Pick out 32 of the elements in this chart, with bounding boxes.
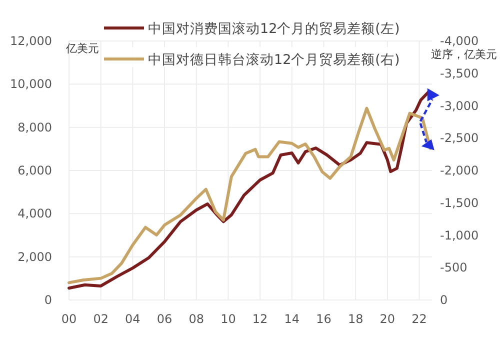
- y2-tick-label: -500: [440, 260, 468, 275]
- y-tick-label: 8,000: [18, 120, 52, 134]
- y2-tick-label: -3,500: [440, 66, 479, 80]
- x-tick-label: 14: [284, 312, 300, 326]
- x-tick-label: 02: [93, 312, 108, 326]
- x-tick-label: 22: [412, 312, 427, 326]
- y-tick-label: 6,000: [18, 164, 52, 178]
- y2-tick-label: -2,500: [440, 131, 479, 146]
- x-tick-label: 16: [316, 312, 332, 326]
- y2-tick-label: -1,500: [440, 196, 479, 210]
- y2-tick-label: 0: [440, 293, 448, 307]
- y-tick-label: 4,000: [18, 206, 52, 221]
- y-tick-label: 2,000: [18, 250, 52, 264]
- x-tick-label: 06: [156, 312, 172, 326]
- y-tick-label: 0: [44, 293, 52, 307]
- x-tick-label: 18: [348, 312, 364, 326]
- y2-tick-label: -2,000: [440, 164, 479, 178]
- x-tick-label: 20: [380, 312, 396, 326]
- x-tick-label: 10: [220, 312, 236, 326]
- y2-tick-label: -4,000: [440, 34, 479, 48]
- legend-label: 中国对消费国滚动12个月的贸易差额(左): [148, 21, 400, 37]
- x-tick-label: 00: [61, 312, 77, 326]
- y2-tick-label: -3,000: [440, 98, 479, 113]
- x-tick-label: 08: [188, 312, 204, 326]
- y-axis-title: 亿美元: [65, 42, 99, 55]
- y2-tick-label: -1,000: [440, 228, 479, 242]
- y2-axis-title: 逆序，亿美元: [431, 48, 497, 61]
- x-tick-label: 04: [125, 312, 140, 326]
- x-tick-label: 12: [252, 312, 268, 326]
- legend-label: 中国对德日韩台滚动12个月贸易差额(右): [148, 52, 400, 68]
- y-tick-label: 10,000: [10, 77, 52, 92]
- y-tick-label: 12,000: [10, 34, 52, 48]
